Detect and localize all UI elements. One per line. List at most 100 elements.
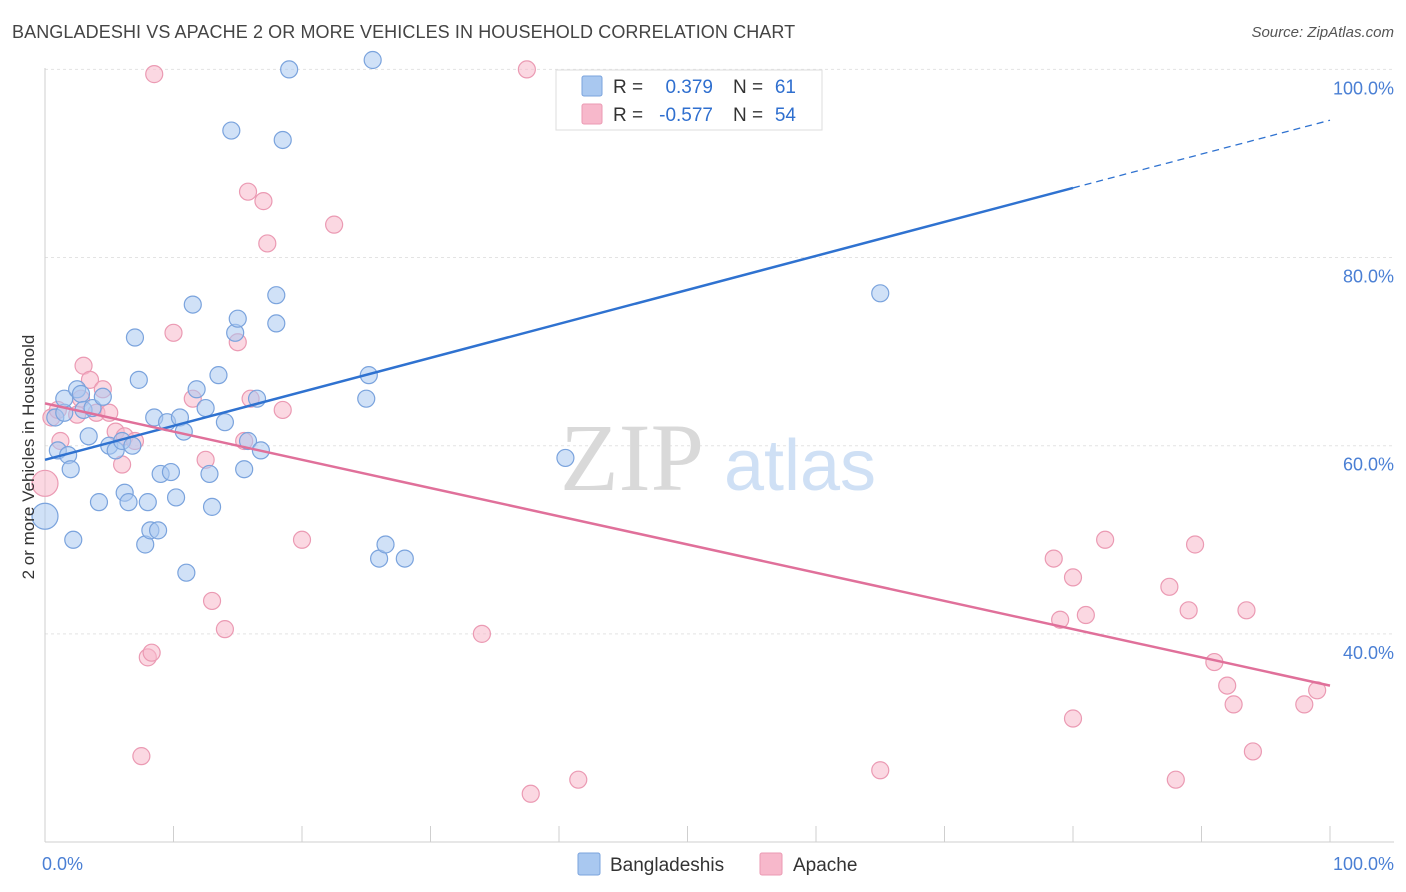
legend-swatch-apache [581, 103, 603, 125]
bangladeshis-point-53 [357, 389, 376, 408]
bangladeshis-point-27 [148, 521, 168, 540]
apache-point-45 [1166, 770, 1185, 789]
legend-n-value-2: 54 [775, 105, 797, 126]
apache-point-22 [202, 591, 222, 611]
y-tick-label-1: 80.0% [1343, 267, 1394, 287]
source-credit: Source: ZipAtlas.com [1251, 24, 1394, 41]
apache-point-41 [1063, 709, 1083, 728]
legend-n-label-2: N = [733, 105, 763, 126]
bangladeshis-point-40 [209, 366, 228, 385]
apache-point-17 [142, 643, 161, 662]
bangladeshis-point-45 [235, 460, 254, 479]
bangladeshis-point-50 [267, 314, 286, 333]
legend-n-label-1: N = [733, 77, 763, 98]
apache-point-36 [569, 770, 588, 789]
apache-point-34 [517, 60, 536, 79]
apache-point-33 [472, 624, 491, 643]
legend-swatch-bottom-apache [759, 852, 783, 876]
bangladeshis-point-7 [64, 530, 83, 549]
apache-point-46 [1179, 601, 1198, 620]
x-tick-label-right: 100.0% [1333, 854, 1394, 874]
apache-point-23 [215, 620, 234, 639]
bangladeshis-point-57 [376, 535, 395, 554]
watermark-atlas: atlas [724, 426, 876, 506]
bangladeshis-point-13 [89, 493, 109, 512]
apache-point-49 [1218, 676, 1237, 695]
stats-legend: R = 0.379 N = 61 R = -0.577 N = 54 [555, 69, 823, 131]
legend-swatch-bottom-bangladeshis [577, 852, 601, 876]
bangladeshis-point-44 [228, 309, 247, 328]
bangladeshis-point-9 [71, 384, 91, 404]
apache-point-38 [1044, 549, 1063, 568]
chart-title: BANGLADESHI VS APACHE 2 OR MORE VEHICLES… [12, 22, 796, 42]
apache-point-52 [1243, 742, 1263, 761]
y-tick-label-2: 60.0% [1343, 455, 1394, 475]
apache-point-30 [273, 400, 292, 420]
apache-point-19 [164, 323, 183, 342]
apache-point-42 [1076, 605, 1095, 625]
y-tick-label-3: 40.0% [1343, 643, 1394, 663]
legend-label-apache: Apache [793, 855, 857, 876]
apache-point-32 [325, 215, 344, 234]
bangladeshis-point-34 [177, 563, 196, 582]
gridlines [45, 68, 1394, 635]
zipatlas-watermark: ZIP atlas [560, 404, 876, 511]
bangladeshis-point-22 [129, 370, 148, 389]
bangladeshis-point-19 [119, 493, 138, 512]
bangladeshis-trend-line [44, 186, 1074, 462]
y-tick-label-0: 100.0% [1333, 78, 1394, 98]
bangladeshis-point-46 [238, 431, 258, 451]
bangladeshis-points [31, 50, 890, 582]
apache-point-43 [1096, 530, 1115, 549]
bangladeshis-point-37 [196, 398, 215, 418]
legend-swatch-bangladeshis [581, 75, 603, 97]
apache-point-18 [145, 65, 164, 84]
bangladeshis-point-55 [363, 50, 382, 70]
bangladeshis-point-36 [187, 380, 206, 399]
apache-point-40 [1063, 568, 1083, 587]
apache-point-44 [1160, 577, 1179, 596]
bangladeshis-point-24 [138, 493, 157, 512]
apache-point-35 [521, 784, 540, 803]
bangladeshis-point-59 [556, 448, 575, 468]
apache-point-15 [132, 747, 151, 766]
bangladeshis-point-49 [267, 286, 286, 305]
apache-point-31 [292, 530, 312, 549]
apache-trend-line [44, 402, 1331, 687]
watermark-zip: ZIP [560, 404, 704, 511]
bangladeshis-point-30 [161, 462, 181, 482]
legend-r-value-1: 0.379 [665, 77, 713, 98]
apache-point-7 [80, 370, 100, 389]
apache-point-28 [254, 192, 273, 211]
apache-point-37 [871, 761, 890, 780]
bangladeshis-point-52 [280, 60, 299, 79]
apache-point-0 [31, 469, 59, 497]
apache-point-47 [1185, 535, 1205, 554]
legend-r-label-2: R = [613, 105, 643, 126]
bangladeshis-point-21 [125, 328, 145, 347]
apache-point-53 [1295, 695, 1314, 714]
bangladeshis-point-41 [215, 413, 234, 432]
apache-points [31, 60, 1327, 803]
bangladeshis-point-39 [202, 497, 222, 516]
apache-point-26 [238, 182, 258, 201]
legend-r-label-1: R = [613, 77, 643, 98]
bangladeshis-point-60 [871, 284, 890, 303]
apache-point-39 [1051, 610, 1070, 629]
legend-n-value-1: 61 [775, 77, 796, 98]
axes [44, 68, 1394, 843]
legend-label-bangladeshis: Bangladeshis [610, 855, 724, 876]
x-tick-label-left: 0.0% [42, 854, 83, 874]
bangladeshis-point-51 [273, 130, 292, 150]
bangladeshis-point-11 [79, 427, 98, 446]
bangladeshis-point-20 [123, 436, 142, 455]
bangladeshis-point-6 [61, 460, 80, 479]
apache-point-50 [1224, 695, 1243, 714]
bangladeshis-point-42 [222, 121, 241, 140]
bangladeshis-point-31 [166, 488, 186, 507]
bangladeshis-point-14 [93, 387, 112, 406]
apache-point-51 [1237, 601, 1256, 620]
y-axis-label: 2 or more Vehicles in Household [19, 335, 38, 580]
bangladeshis-point-38 [200, 464, 219, 484]
